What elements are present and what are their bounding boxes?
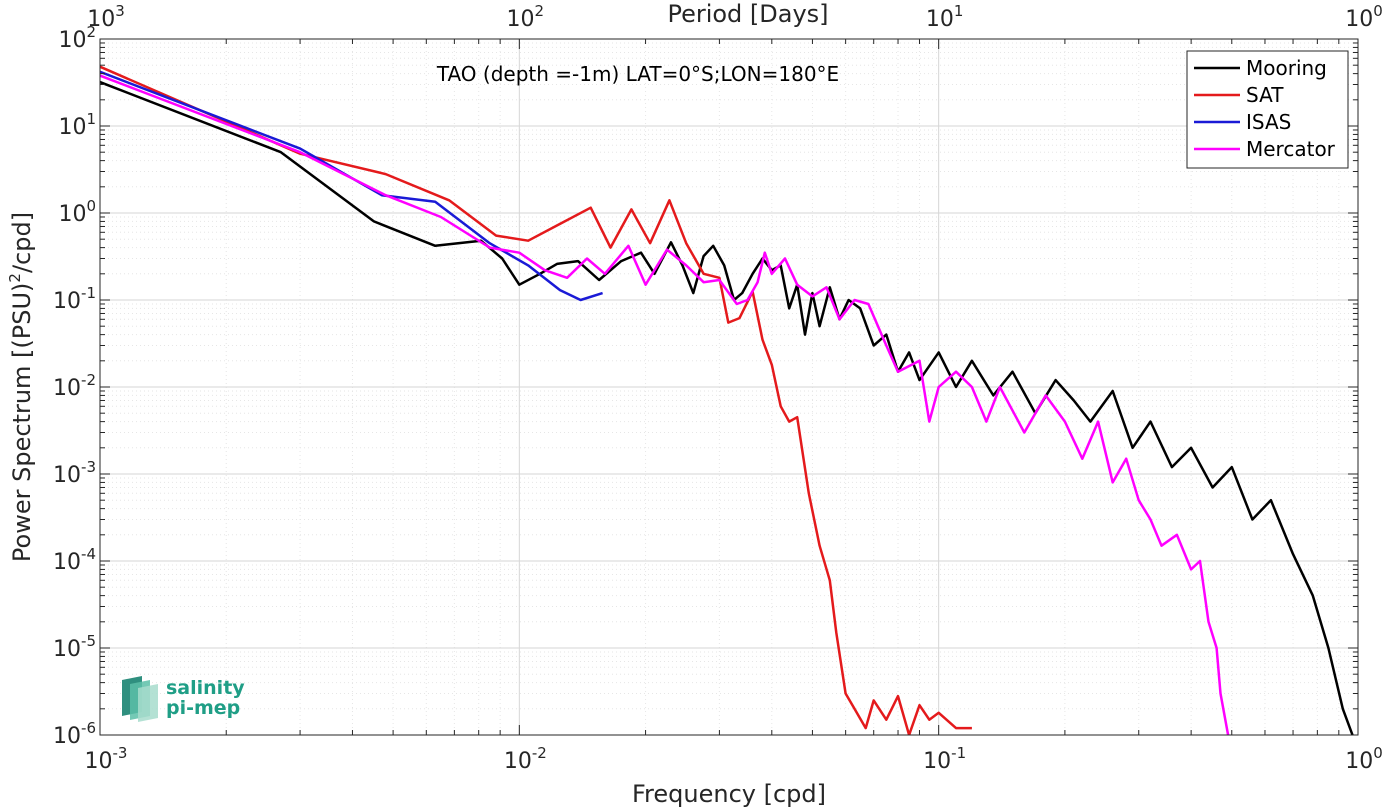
legend-label-isas: ISAS	[1246, 110, 1291, 134]
y-tick-label: 102	[58, 23, 96, 53]
x-tick-label: 10-2	[504, 744, 547, 774]
salinity-pimep-logo: salinity pi-mep	[118, 672, 258, 722]
y-axis-label: Power Spectrum [(PSU)2/cpd]	[6, 212, 36, 562]
top-axis-label: Period [Days]	[667, 0, 828, 28]
legend: Mooring SAT ISAS Mercator	[1186, 50, 1349, 169]
top-tick-labels: 103 102 101 100	[87, 2, 1383, 32]
y-tick-label: 10-4	[53, 545, 96, 575]
y-tick-label: 10-6	[53, 719, 96, 749]
x-tick-label: 10-3	[85, 744, 128, 774]
tick-marks	[99, 39, 1358, 736]
x-tick-label: 100	[1345, 744, 1383, 774]
series-line-sat	[100, 65, 972, 735]
y-tick-label: 101	[58, 110, 96, 140]
series-layer	[100, 65, 1354, 735]
y-tick-label: 10-3	[53, 458, 96, 488]
top-tick-label: 103	[87, 2, 125, 32]
x-axis-label: Frequency [cpd]	[632, 780, 826, 808]
y-tick-label: 100	[58, 197, 96, 227]
x-tick-label: 10-1	[923, 744, 966, 774]
y-tick-labels: 102 101 100 10-1 10-2 10-3 10-4 10-5 10-6	[53, 23, 96, 749]
top-tick-label: 100	[1345, 2, 1383, 32]
legend-box	[1186, 50, 1349, 169]
top-tick-label: 102	[507, 2, 545, 32]
top-tick-label: 101	[926, 2, 964, 32]
wave-logo-icon	[122, 676, 158, 722]
y-tick-label: 10-1	[53, 284, 96, 314]
logo-text-salinity: salinity	[166, 677, 245, 699]
legend-label-mercator: Mercator	[1246, 137, 1336, 161]
y-tick-label: 10-2	[53, 371, 96, 401]
series-line-mooring	[100, 80, 1354, 735]
series-line-isas	[100, 70, 603, 302]
legend-label-mooring: Mooring	[1246, 56, 1327, 80]
x-tick-labels: 10-3 10-2 10-1 100	[85, 744, 1383, 774]
chart-title: TAO (depth =-1m) LAT=0°S;LON=180°E	[436, 62, 839, 86]
legend-label-sat: SAT	[1246, 83, 1284, 107]
y-tick-label: 10-5	[53, 632, 96, 662]
series-line-mercator	[100, 74, 1230, 735]
logo-text-pimep: pi-mep	[166, 697, 241, 719]
